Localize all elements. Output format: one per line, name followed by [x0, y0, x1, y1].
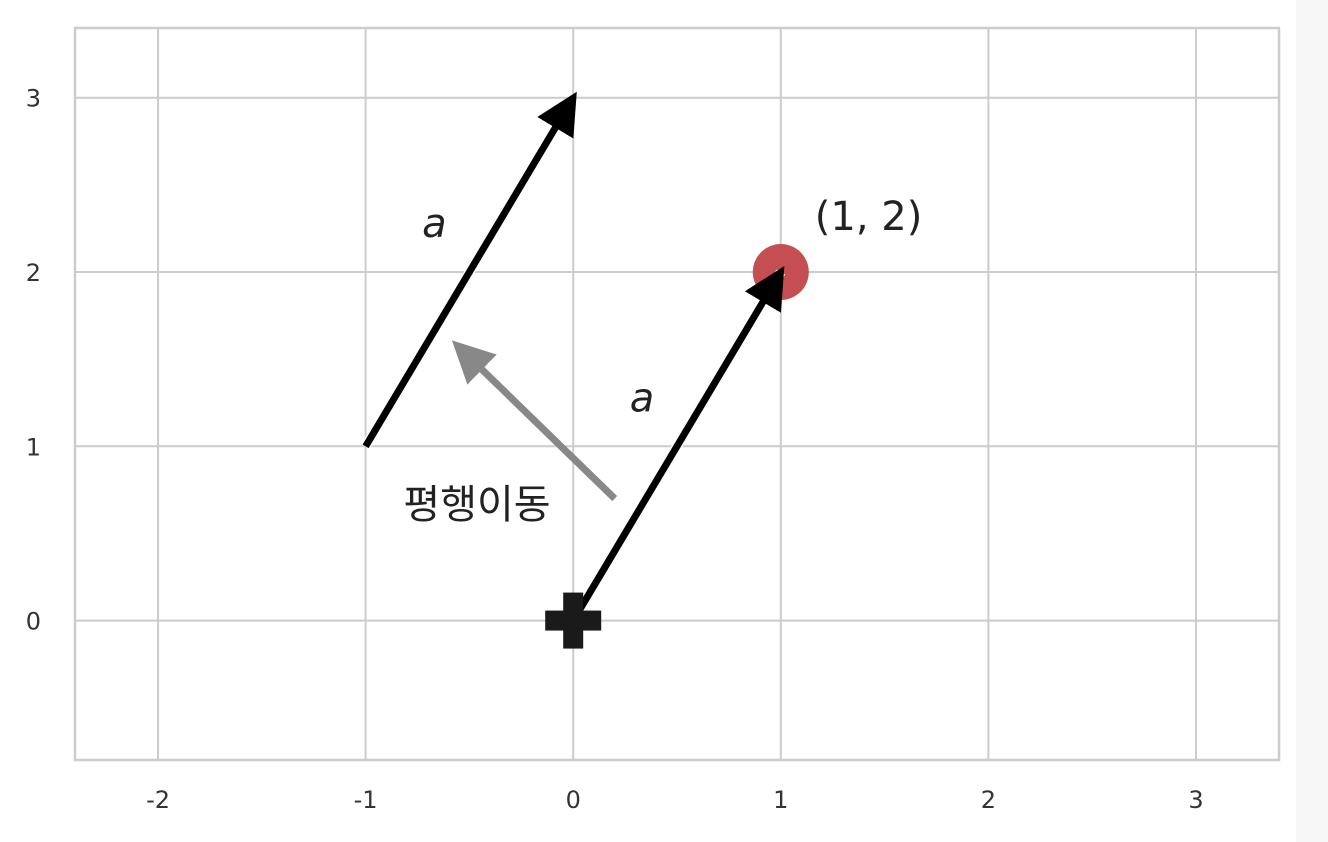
- shift-label: 평행이동: [403, 482, 550, 528]
- x-tick-label: -2: [146, 786, 170, 814]
- plot-frame: [73, 26, 1281, 762]
- vector-label: a: [630, 375, 655, 421]
- shift-arrow: [451, 340, 618, 502]
- vector-a: [362, 91, 577, 449]
- x-tick-label: 1: [773, 786, 788, 814]
- x-axis-ticks: -2 -1 0 1 2 3: [146, 786, 1204, 814]
- y-tick-label: 1: [26, 433, 41, 461]
- x-tick-label: 0: [566, 786, 581, 814]
- grid: [75, 28, 1279, 760]
- vector-a: [570, 265, 785, 623]
- x-tick-label: -1: [354, 786, 378, 814]
- x-tick-label: 2: [981, 786, 996, 814]
- origin-marker-horizontal: [545, 610, 602, 631]
- right-margin-strip: [1296, 0, 1328, 842]
- vector-label: a: [422, 201, 447, 247]
- y-tick-label: 0: [26, 608, 41, 636]
- x-tick-label: 3: [1188, 786, 1203, 814]
- point-label: (1, 2): [815, 194, 923, 240]
- marks: a a (1, 2) 평행이동: [361, 91, 923, 649]
- y-tick-label: 3: [26, 85, 41, 113]
- y-tick-label: 2: [26, 259, 41, 287]
- y-axis-ticks: 0 1 2 3: [26, 85, 41, 636]
